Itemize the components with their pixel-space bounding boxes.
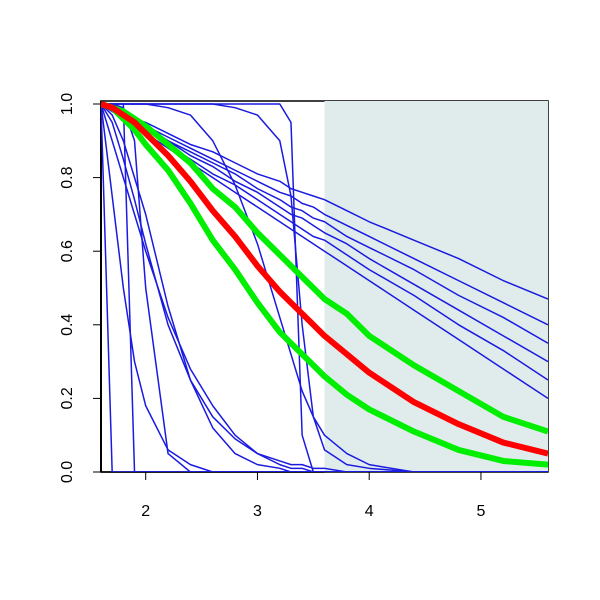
curve	[101, 103, 548, 472]
highlight-curve	[101, 101, 548, 468]
x-tick-label: 4	[365, 503, 374, 520]
curve	[101, 103, 548, 472]
y-tick-label: 1.0	[59, 93, 76, 115]
y-tick-label: 0.8	[59, 166, 76, 188]
y-tick-label: 0.2	[59, 387, 76, 409]
y-tick-label: 0.6	[59, 240, 76, 262]
highlight-curve	[101, 101, 548, 435]
highlight-curve	[101, 101, 548, 457]
x-tick-label: 2	[141, 503, 150, 520]
curve	[101, 103, 548, 472]
x-tick-label: 3	[253, 503, 262, 520]
x-tick-label: 5	[476, 503, 485, 520]
curve	[101, 103, 548, 472]
y-tick-label: 0.4	[59, 314, 76, 336]
curve	[101, 103, 548, 472]
y-tick-label: 0.0	[59, 461, 76, 483]
